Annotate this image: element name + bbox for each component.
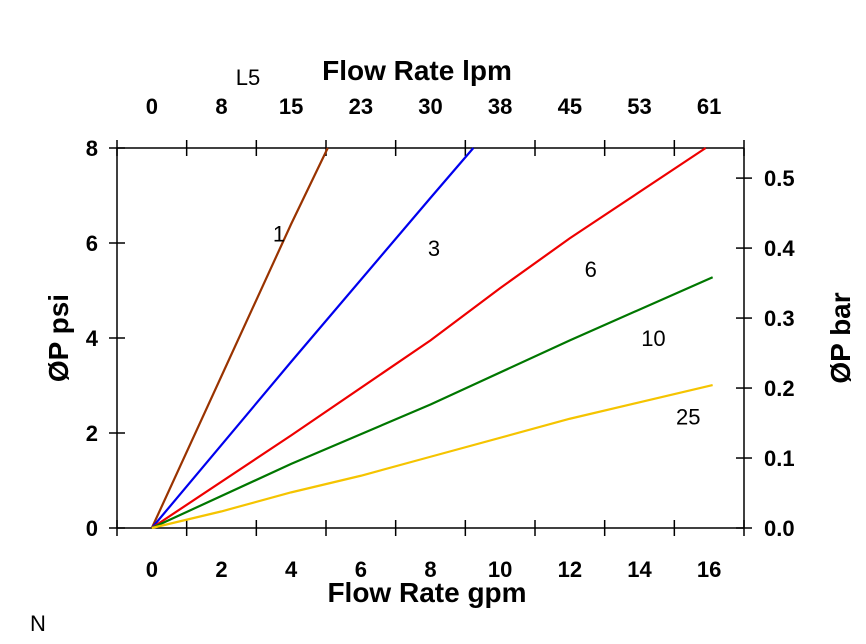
x-tick-label: 8 bbox=[424, 557, 436, 582]
y-tick-label: 4 bbox=[86, 326, 99, 351]
x-top-tick-label: 53 bbox=[627, 94, 651, 119]
series-label-3: 3 bbox=[428, 236, 440, 261]
y-tick-label: 6 bbox=[86, 231, 98, 256]
x-tick-label: 6 bbox=[355, 557, 367, 582]
y-tick-label: 2 bbox=[86, 421, 98, 446]
annotation-l5: L5 bbox=[236, 65, 260, 90]
series-lines bbox=[150, 147, 714, 530]
series-line-25 bbox=[151, 383, 713, 530]
y-right-tick-label: 0.1 bbox=[764, 446, 795, 471]
x-tick-label: 4 bbox=[285, 557, 298, 582]
x-top-tick-label: 45 bbox=[558, 94, 582, 119]
x-tick-label: 10 bbox=[488, 557, 512, 582]
tick-labels: 00284156238301038124514531661024680.00.1… bbox=[86, 94, 796, 582]
series-label-6: 6 bbox=[585, 257, 597, 282]
y-axis-title: ØP psi bbox=[43, 294, 74, 382]
x-top-tick-label: 61 bbox=[697, 94, 721, 119]
annotation-n: N bbox=[30, 611, 46, 636]
series-line-1 bbox=[150, 147, 329, 529]
y-tick-label: 0 bbox=[86, 516, 98, 541]
x-top-tick-label: 23 bbox=[349, 94, 373, 119]
axes bbox=[109, 140, 752, 536]
x-tick-label: 0 bbox=[146, 557, 158, 582]
series-label-1: 1 bbox=[273, 222, 285, 247]
series-line-10 bbox=[151, 276, 714, 529]
x-axis-title: Flow Rate gpm bbox=[327, 577, 526, 608]
x-top-tick-label: 15 bbox=[279, 94, 303, 119]
x-top-tick-label: 8 bbox=[215, 94, 227, 119]
x-top-tick-label: 0 bbox=[146, 94, 158, 119]
y-right-tick-label: 0.3 bbox=[764, 306, 795, 331]
series-label-10: 10 bbox=[641, 326, 665, 351]
series-label-25: 25 bbox=[676, 404, 700, 429]
x-tick-label: 16 bbox=[697, 557, 721, 582]
x-tick-label: 2 bbox=[215, 557, 227, 582]
x-tick-label: 12 bbox=[558, 557, 582, 582]
x-top-tick-label: 38 bbox=[488, 94, 512, 119]
y-right-tick-label: 0.4 bbox=[764, 236, 795, 261]
y-right-tick-label: 0.0 bbox=[764, 516, 795, 541]
y-axis-right-title: ØP bar bbox=[825, 292, 856, 383]
y-right-tick-label: 0.2 bbox=[764, 376, 795, 401]
series-line-6 bbox=[151, 147, 707, 529]
series-line-3 bbox=[150, 147, 475, 529]
x-top-tick-label: 30 bbox=[418, 94, 442, 119]
y-right-tick-label: 0.5 bbox=[764, 166, 795, 191]
x-tick-label: 14 bbox=[627, 557, 652, 582]
y-tick-label: 8 bbox=[86, 136, 98, 161]
x-axis-top-title: Flow Rate lpm bbox=[322, 55, 512, 86]
